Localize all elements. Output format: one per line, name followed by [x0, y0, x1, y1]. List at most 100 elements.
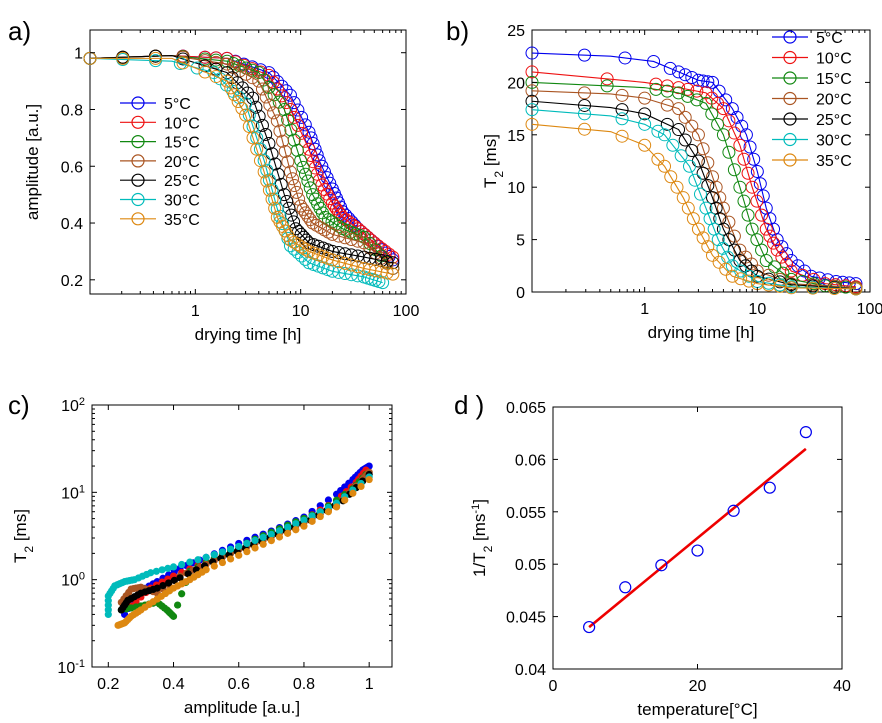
data-point [287, 235, 301, 249]
x-tick-label: 0.6 [228, 676, 250, 693]
axes-frame-a [89, 29, 407, 295]
legend-label-30C: 30°C [816, 133, 852, 150]
data-point [681, 201, 695, 215]
data-point [257, 165, 271, 179]
data-point [705, 248, 719, 262]
legend-label-30C: 30°C [164, 193, 200, 210]
y-tick-label: 100 [61, 571, 85, 590]
data-point [735, 119, 749, 133]
series-20C [525, 84, 863, 295]
data-point [152, 567, 161, 575]
data-point [525, 75, 539, 89]
data-point [701, 178, 715, 192]
y-tick-label: 0.4 [61, 216, 83, 233]
data-point [660, 117, 674, 131]
data-point [249, 100, 263, 114]
data-point [268, 201, 282, 215]
data-point [227, 88, 241, 102]
legend-marker-15C [131, 135, 145, 149]
x-axis-label: temperature[°C] [637, 700, 757, 719]
x-tick-label: 0 [549, 678, 558, 695]
y-tick-label: 0.2 [61, 273, 83, 290]
data-point [525, 65, 539, 79]
data-point [316, 512, 324, 521]
data-point [730, 110, 744, 124]
data-point [762, 268, 776, 282]
data-point [775, 250, 789, 264]
data-point [737, 194, 751, 208]
data-point [727, 163, 741, 177]
data-point [741, 208, 755, 222]
data-point [743, 140, 757, 154]
data-point [688, 173, 702, 187]
data-point [380, 266, 394, 280]
data-point [799, 426, 812, 439]
data-point [750, 194, 764, 208]
data-point [691, 544, 704, 557]
data-point [338, 267, 352, 281]
y-tick-label: 0.065 [506, 400, 546, 417]
chart-a: 1 10 100 drying time [h] 0.2 0.4 0.6 0.8 1 amplit… [23, 29, 419, 344]
data-point [275, 527, 284, 535]
data-point [281, 113, 295, 127]
data-point [615, 129, 629, 143]
data-point [209, 70, 223, 84]
data-point [763, 229, 777, 243]
data-point [266, 75, 280, 89]
data-point [296, 160, 310, 174]
data-point [325, 227, 339, 241]
data-point [267, 530, 275, 538]
data-point [290, 185, 304, 199]
y-axis-label: T2 [ms] [11, 509, 36, 563]
legend-label-5C: 5°C [164, 96, 191, 113]
data-point [239, 67, 253, 81]
data-point [691, 73, 705, 87]
y-tick-label: 0.05 [515, 557, 546, 574]
data-point [734, 272, 748, 286]
data-point [302, 125, 316, 139]
y-tick-label: 20 [507, 75, 525, 92]
data-point [686, 212, 700, 226]
data-point [716, 102, 730, 116]
series-line-5C [531, 52, 856, 285]
data-point [230, 76, 244, 90]
data-point [525, 103, 539, 117]
legend-marker-5C [783, 30, 797, 44]
data-point [267, 106, 281, 120]
data-point [324, 508, 333, 516]
data-point [251, 544, 259, 552]
data-point [753, 177, 767, 191]
data-point [578, 48, 592, 62]
data-point [176, 574, 184, 582]
data-point [733, 138, 747, 152]
data-point [701, 75, 715, 89]
data-point [329, 217, 343, 231]
data-point [158, 566, 166, 574]
data-point [170, 576, 178, 584]
data-point [284, 208, 298, 222]
data-point [278, 144, 292, 158]
data-point [300, 522, 308, 530]
y-tick-label: 0.06 [515, 452, 546, 469]
data-point [298, 134, 312, 148]
data-point [638, 107, 652, 121]
data-point [273, 124, 287, 138]
data-point [750, 164, 764, 178]
data-point [651, 152, 665, 166]
data-point [263, 98, 277, 112]
data-point [600, 79, 614, 93]
data-point [210, 562, 218, 570]
data-point [716, 241, 730, 255]
data-point [246, 131, 260, 145]
data-point [647, 54, 661, 68]
data-point [220, 57, 234, 71]
series-35C [83, 51, 400, 281]
data-point [773, 279, 787, 293]
data-point [295, 240, 309, 254]
data-point [701, 240, 715, 254]
series-35C [525, 117, 863, 296]
data-point [619, 581, 632, 594]
data-point [243, 539, 251, 548]
legend-marker-25C [783, 112, 797, 126]
